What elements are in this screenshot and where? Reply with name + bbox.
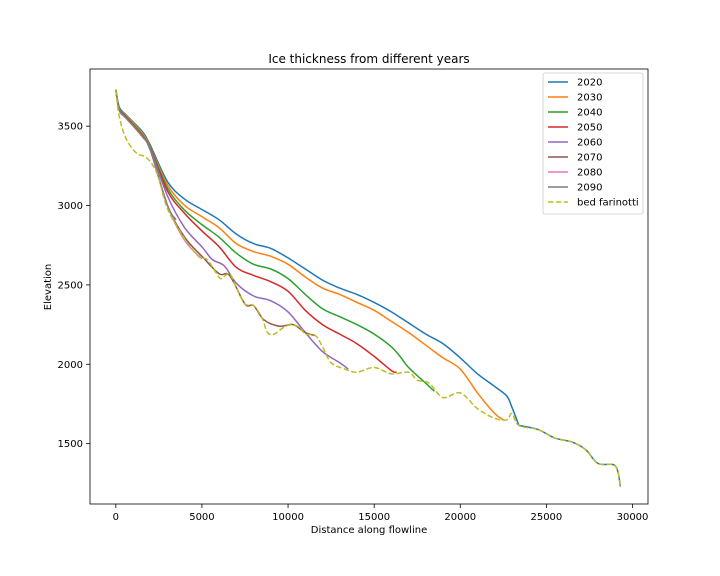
series-line-2020 — [115, 89, 520, 426]
axes-frame — [89, 68, 649, 505]
y-tick-label: 1500 — [58, 439, 83, 450]
series-line-2070 — [115, 89, 316, 337]
legend-label-2090: 2090 — [577, 183, 602, 194]
legend-box — [542, 72, 644, 215]
x-tick-label: 30000 — [617, 512, 649, 523]
x-tick-label: 20000 — [444, 512, 476, 523]
legend: 2020 2030 2040 2050 2060 2070 2080 2090 bed fari… — [542, 72, 644, 215]
x-tick-label: 15000 — [358, 512, 390, 523]
legend-label-bed-farinotti: bed farinotti — [577, 198, 639, 209]
series-line-2060 — [115, 89, 349, 370]
x-tick-label: 25000 — [530, 512, 562, 523]
legend-label-2080: 2080 — [577, 168, 602, 179]
y-tick-label: 2000 — [58, 360, 83, 371]
chart-title: Ice thickness from different years — [268, 52, 469, 66]
x-axis-ticks: 0 5000 10000 15000 20000 25000 30000 — [113, 504, 649, 523]
legend-label-2020: 2020 — [577, 78, 602, 89]
y-tick-label: 3000 — [58, 201, 83, 212]
x-tick-label: 5000 — [189, 512, 214, 523]
series-line-shared-tail — [518, 424, 622, 487]
legend-label-2050: 2050 — [577, 123, 602, 134]
x-tick-label: 0 — [113, 512, 119, 523]
y-axis-label: Elevation — [43, 264, 54, 310]
plot-lines — [115, 89, 622, 487]
y-tick-label: 2500 — [58, 280, 83, 291]
x-axis-label: Distance along flowline — [311, 525, 427, 536]
legend-label-2040: 2040 — [577, 108, 602, 119]
x-tick-label: 10000 — [272, 512, 304, 523]
series-line-2030 — [115, 89, 504, 421]
series-line-2040 — [115, 89, 435, 392]
y-tick-label: 3500 — [58, 122, 83, 133]
y-axis-ticks: 1500 2000 2500 3000 3500 — [58, 122, 90, 450]
legend-label-2060: 2060 — [577, 138, 602, 149]
legend-label-2070: 2070 — [577, 153, 602, 164]
legend-label-2030: 2030 — [577, 93, 602, 104]
series-line-2050 — [115, 89, 397, 374]
series-line-bed-farinotti — [115, 89, 622, 487]
series-line-2090 — [115, 89, 177, 221]
